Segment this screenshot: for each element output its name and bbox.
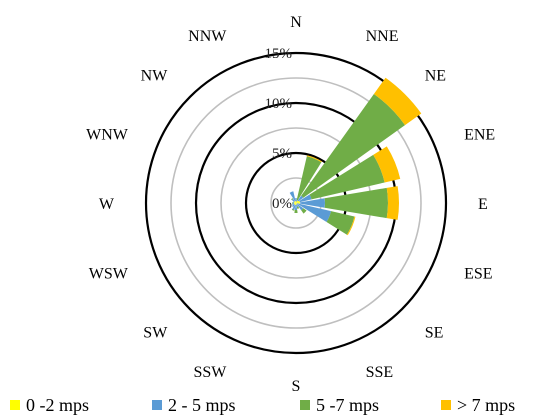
petal-se-series-2 — [301, 208, 307, 214]
legend-swatch-1 — [152, 400, 162, 410]
petal-w-series-1 — [292, 202, 295, 204]
direction-labels: N NNE NE ENE E ESE SE SSE S SSW SW WSW W WNW NW NNW — [86, 14, 495, 395]
petal-nne-series-2 — [296, 156, 322, 201]
petal-sse-series-1 — [296, 203, 299, 207]
direction-label-n: N — [290, 14, 302, 31]
petal-nnw-series-0 — [294, 201, 296, 203]
petal-s-series-0 — [295, 203, 297, 205]
petal-nnw-series-1 — [289, 191, 296, 202]
petal-nw-series-0 — [294, 201, 296, 203]
petal-nne-series-1 — [296, 200, 298, 203]
major-gridline — [144, 51, 448, 355]
legend-label-1: 2 - 5 mps — [168, 394, 236, 415]
petal-sw-series-0 — [294, 203, 296, 205]
petal-ene-series-1 — [299, 194, 312, 203]
direction-label-nw: NW — [141, 67, 169, 84]
petal-s-series-1 — [294, 204, 298, 211]
legend-item-2: 5 -7 mps — [300, 393, 379, 417]
direction-label-wnw: WNW — [86, 126, 129, 143]
legend-swatch-3 — [441, 400, 451, 410]
petal-ssw-series-0 — [294, 203, 296, 205]
petal-ne-series-0 — [296, 200, 299, 203]
legend-item-1: 2 - 5 mps — [152, 393, 236, 417]
legend: 0 -2 mps 2 - 5 mps 5 -7 mps > 7 mps — [0, 393, 553, 417]
minor-gridline — [170, 77, 422, 329]
petal-ssw-series-1 — [292, 204, 296, 210]
radial-tick-labels: 0% 5% 10% 15% — [265, 46, 293, 212]
radial-tick-label: 5% — [272, 146, 292, 162]
petal-e-series-1 — [299, 198, 326, 208]
direction-label-nnw: NNW — [188, 28, 227, 45]
radial-tick-label: 10% — [265, 96, 293, 112]
petal-ne-series-1 — [297, 195, 304, 202]
petal-ssw-series-2 — [291, 208, 295, 211]
petal-se-series-0 — [296, 203, 297, 204]
radial-tick-label: 15% — [265, 46, 293, 62]
direction-label-ne: NE — [425, 67, 446, 84]
direction-label-sw: SW — [143, 325, 168, 342]
petal-n-series-0 — [295, 201, 297, 203]
petal-ene-series-3 — [373, 146, 401, 183]
petal-ne-series-3 — [373, 77, 422, 126]
legend-swatch-2 — [300, 400, 310, 410]
legend-item-0: 0 -2 mps — [10, 393, 89, 417]
petal-se-series-1 — [296, 203, 304, 211]
legend-item-3: > 7 mps — [441, 393, 515, 417]
direction-label-se: SE — [425, 325, 444, 342]
petal-ene-series-2 — [309, 154, 385, 200]
direction-label-e: E — [478, 196, 488, 213]
petal-w-series-2 — [291, 202, 294, 204]
petal-sw-series-1 — [291, 204, 295, 208]
direction-label-w: W — [99, 196, 115, 213]
direction-label-s: S — [292, 378, 301, 395]
petal-wsw-series-0 — [294, 203, 296, 205]
petal-nne-series-3 — [306, 155, 322, 163]
petal-w-series-0 — [294, 202, 296, 204]
petal-ese-series-2 — [326, 211, 355, 235]
direction-label-sse: SSE — [366, 364, 394, 381]
legend-label-3: > 7 mps — [457, 394, 516, 415]
legend-swatch-0 — [10, 400, 20, 410]
petal-ese-series-0 — [296, 203, 297, 204]
radial-tick-label: 0% — [272, 196, 292, 212]
petal-s-series-2 — [294, 209, 298, 213]
petal-n-series-1 — [295, 198, 297, 202]
petal-nne-series-0 — [296, 202, 297, 203]
direction-label-wsw: WSW — [89, 266, 129, 283]
petal-e-series-0 — [296, 202, 301, 204]
petal-sse-series-0 — [296, 203, 297, 204]
petal-e-series-2 — [324, 187, 388, 219]
petal-nw-series-1 — [291, 198, 295, 202]
direction-label-nne: NNE — [366, 28, 399, 45]
petal-e-series-3 — [386, 186, 399, 220]
petal-ne-series-2 — [301, 93, 406, 198]
petal-wnw-series-0 — [294, 201, 296, 203]
petal-nw-series-2 — [291, 198, 294, 201]
legend-label-2: 5 -7 mps — [316, 394, 379, 415]
legend-label-0: 0 -2 mps — [26, 394, 89, 415]
petal-ene-series-0 — [296, 200, 300, 203]
petal-wnw-series-1 — [293, 201, 295, 203]
direction-label-ssw: SSW — [193, 364, 227, 381]
wind-petals — [289, 77, 422, 236]
petal-ese-series-3 — [346, 216, 356, 236]
direction-label-ese: ESE — [464, 266, 492, 283]
petal-ese-series-1 — [296, 203, 332, 223]
petal-wsw-series-1 — [292, 203, 295, 206]
petal-sse-series-2 — [296, 206, 300, 209]
direction-label-ene: ENE — [464, 126, 495, 143]
